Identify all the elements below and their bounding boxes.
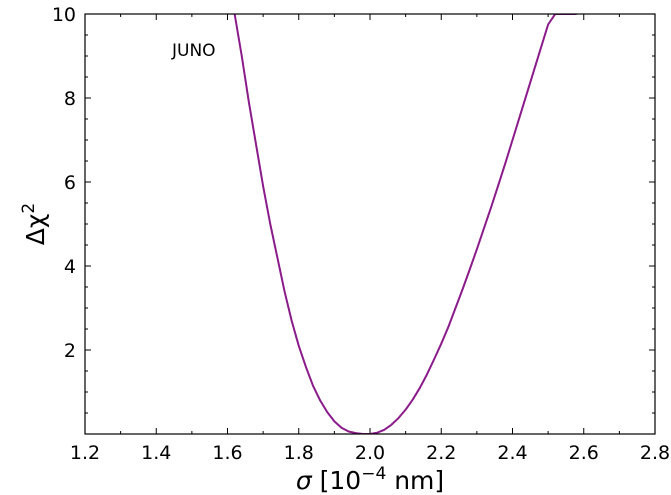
y-tick-label: 4 bbox=[64, 256, 76, 278]
x-tick-label: 2.8 bbox=[640, 442, 670, 464]
x-tick-label: 1.8 bbox=[284, 442, 314, 464]
x-tick-label: 2.6 bbox=[569, 442, 599, 464]
x-axis-symbol: σ bbox=[296, 466, 313, 495]
plot-area bbox=[85, 14, 655, 434]
plot-frame bbox=[84, 13, 656, 435]
y-tick-labels: 2 4 6 8 10 bbox=[52, 4, 76, 362]
x-axis-unit: nm] bbox=[386, 466, 444, 495]
series-line bbox=[233, 14, 577, 434]
x-tick-label: 1.6 bbox=[212, 442, 242, 464]
x-tick-label: 2.0 bbox=[355, 442, 385, 464]
y-tick-label: 8 bbox=[64, 88, 76, 110]
x-axis-exponent: −4 bbox=[361, 464, 386, 484]
x-axis-text: [10 bbox=[312, 466, 362, 495]
y-tick-label: 2 bbox=[64, 340, 76, 362]
y-axis-exponent: 2 bbox=[19, 203, 39, 214]
x-axis-label: σ [10−4 nm] bbox=[296, 464, 444, 495]
y-tick-label: 10 bbox=[52, 4, 76, 26]
x-tick-label: 2.4 bbox=[497, 442, 527, 464]
x-tick-label: 1.4 bbox=[141, 442, 171, 464]
x-tick-labels: 1.2 1.4 1.6 1.8 2.0 2.2 2.4 2.6 2.8 bbox=[70, 442, 670, 464]
y-axis-base: Δχ bbox=[21, 214, 50, 246]
x-tick-label: 1.2 bbox=[70, 442, 100, 464]
y-tick-label: 6 bbox=[64, 172, 76, 194]
series-group bbox=[233, 14, 577, 434]
y-axis-label: Δχ2 bbox=[19, 203, 50, 245]
annotation-label: JUNO bbox=[171, 41, 216, 61]
x-tick-label: 2.2 bbox=[426, 442, 456, 464]
